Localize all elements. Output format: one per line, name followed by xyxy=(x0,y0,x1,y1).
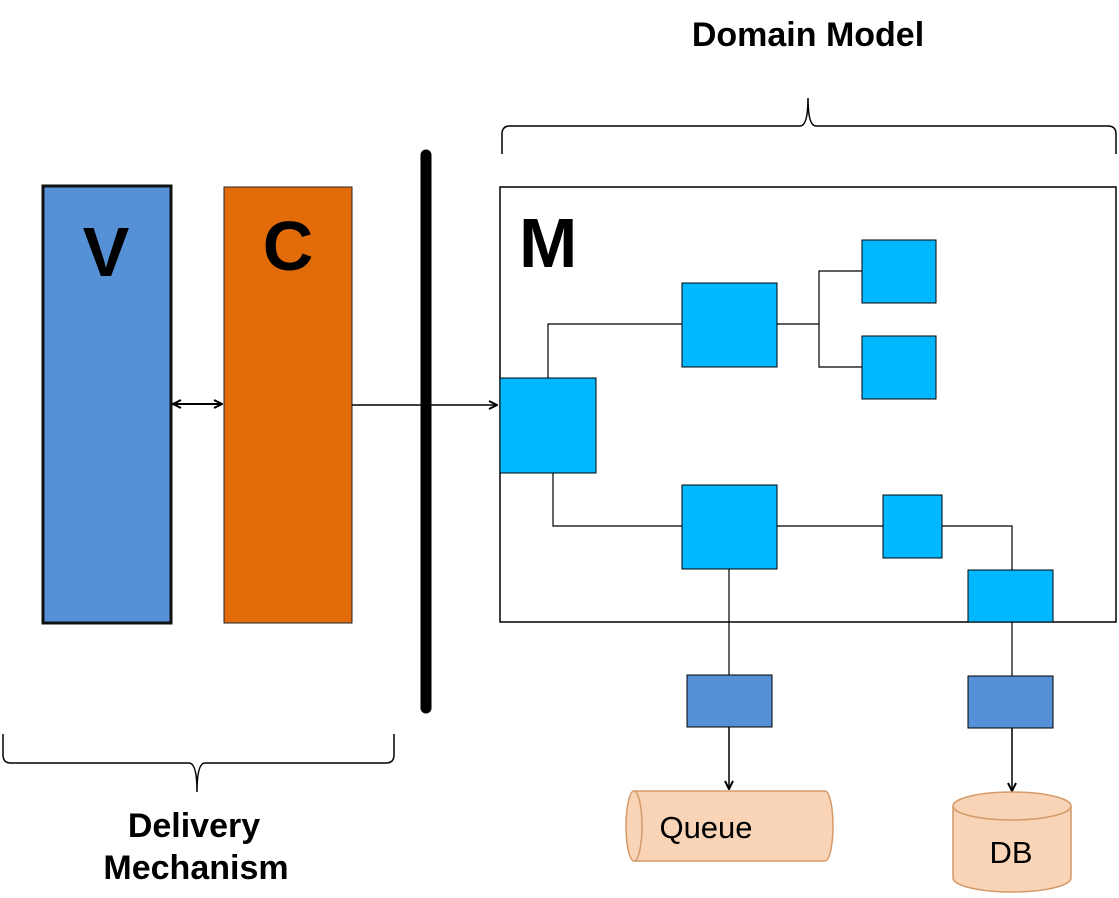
delivery-mechanism-brace xyxy=(2,734,395,793)
delivery-mechanism-label-line1: Delivery xyxy=(128,807,260,845)
queue-label: Queue xyxy=(659,810,752,845)
model-entry-component xyxy=(499,377,597,474)
connector-small-right xyxy=(942,525,1013,570)
connector-split-branches xyxy=(818,270,862,368)
queue-cylinder xyxy=(625,790,834,862)
model-component-bottom xyxy=(681,484,778,570)
model-component-bottom-right xyxy=(967,569,1054,623)
model-component-top-right-upper xyxy=(861,239,937,304)
connector-entry-top xyxy=(547,323,682,378)
db-cylinder xyxy=(952,791,1072,893)
db-label: DB xyxy=(989,835,1032,870)
controller-label: C xyxy=(263,207,314,285)
view-label: V xyxy=(83,213,130,291)
queue-adapter xyxy=(686,674,773,728)
model-component-top xyxy=(681,282,778,368)
domain-model-brace xyxy=(501,97,1117,154)
delivery-mechanism-label-line2: Mechanism xyxy=(103,849,288,887)
connector-entry-bottom xyxy=(552,473,682,527)
controller-box xyxy=(223,186,353,624)
db-adapter xyxy=(967,675,1054,729)
model-label: M xyxy=(519,204,577,282)
model-component-small xyxy=(882,494,943,559)
view-box xyxy=(41,184,173,625)
model-component-top-right-lower xyxy=(861,335,937,400)
model-container xyxy=(499,186,1117,623)
domain-model-label: Domain Model xyxy=(692,16,924,54)
